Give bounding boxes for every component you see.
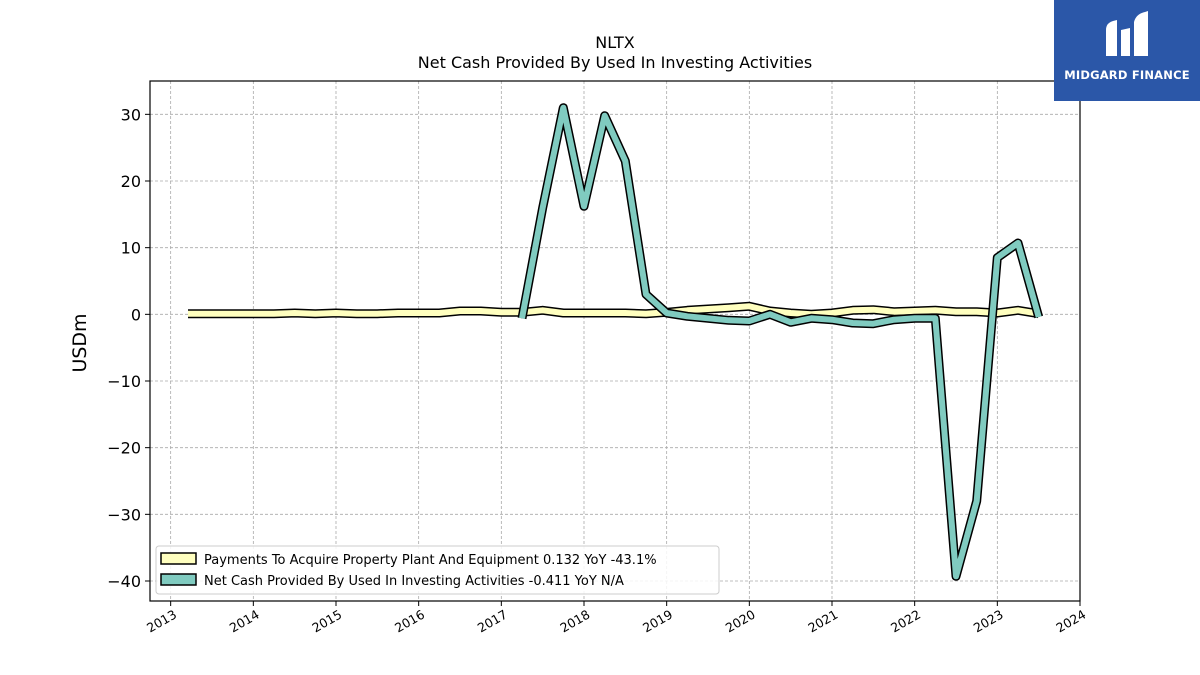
x-tick-label: 2022 (888, 607, 923, 636)
x-tick-label: 2019 (640, 607, 675, 636)
y-tick-label: −20 (107, 439, 141, 458)
y-axis-ticks: 30 20 10 0 −10 −20 −30 −40 (107, 105, 150, 591)
x-tick-label: 2017 (475, 607, 510, 636)
legend-label-investing: Net Cash Provided By Used In Investing A… (204, 574, 624, 589)
y-tick-label: −40 (107, 572, 141, 591)
y-tick-label: −30 (107, 505, 141, 524)
brand-logo-icon (1106, 11, 1148, 56)
legend-box (155, 545, 720, 595)
plot-frame (149, 80, 1081, 602)
x-tick-label: 2020 (723, 607, 758, 636)
series-line-investing (519, 104, 1042, 580)
x-tick-label: 2015 (309, 607, 344, 636)
legend-label-ppe: Payments To Acquire Property Plant And E… (204, 553, 657, 568)
y-tick-label: −10 (107, 372, 141, 391)
x-tick-label: 2021 (805, 607, 840, 636)
y-tick-label: 20 (121, 172, 141, 191)
chart-subtitle: Net Cash Provided By Used In Investing A… (418, 53, 812, 72)
legend: Payments To Acquire Property Plant And E… (155, 545, 720, 595)
series-outline-investing (517, 103, 1044, 581)
y-axis-label: USDm (69, 313, 91, 372)
brand-logo: MIDGARD FINANCE (1054, 0, 1200, 101)
series-lines (188, 103, 1044, 581)
series-line-ppe (188, 303, 1040, 318)
y-tick-label: 10 (121, 239, 141, 258)
x-tick-label: 2018 (557, 607, 592, 636)
x-tick-label: 2016 (392, 607, 427, 636)
legend-swatch-investing (160, 573, 197, 586)
x-tick-label: 2014 (227, 607, 262, 636)
brand-logo-text: MIDGARD FINANCE (1064, 68, 1190, 82)
y-tick-label: 30 (121, 105, 141, 124)
legend-swatch-ppe (160, 552, 197, 565)
x-axis-ticks: 2013 2014 2015 2016 2017 2018 2019 2020 2021 2022… (144, 601, 1088, 636)
x-tick-label: 2013 (144, 607, 179, 636)
x-tick-label: 2023 (971, 607, 1006, 636)
x-tick-label: 2024 (1053, 607, 1088, 636)
y-tick-label: 0 (131, 305, 141, 324)
chart-title: NLTX (595, 33, 634, 52)
